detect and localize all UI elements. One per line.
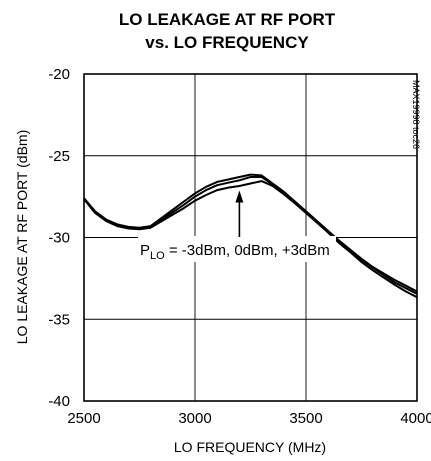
annotation-text: PLO = -3dBm, 0dBm, +3dBm [140, 242, 330, 262]
annotation-subscript: LO [150, 250, 165, 262]
plot-frame [83, 73, 418, 402]
series-line-3 [83, 180, 418, 299]
y-tick-label: -25 [48, 148, 70, 165]
y-axis-label: LO LEAKAGE AT RF PORT (dBm) [14, 130, 30, 344]
x-tick-label: 2500 [67, 410, 100, 427]
series-line-1 [83, 173, 418, 293]
y-tick-label: -20 [48, 66, 70, 83]
y-tick-label: -35 [48, 311, 70, 328]
series-lines [83, 173, 418, 299]
chart-title-line-2: vs. LO FREQUENCY [145, 33, 309, 52]
annotation-suffix: = -3dBm, 0dBm, +3dBm [165, 242, 330, 259]
chart-title-line-1: LO LEAKAGE AT RF PORT [119, 10, 336, 29]
y-tick-label: -40 [48, 393, 70, 410]
annotation-prefix: P [140, 242, 150, 259]
figure-code: MAX19998 toc26 [411, 80, 421, 149]
x-tick-label: 4000 [400, 410, 431, 427]
x-tick-label: 3000 [178, 410, 211, 427]
x-tick-label: 3500 [289, 410, 322, 427]
series-annotation: PLO = -3dBm, 0dBm, +3dBm [138, 190, 336, 262]
tick-labels: 2500 3000 3500 4000 -20 -25 -30 -35 -40 [48, 66, 431, 427]
y-tick-label: -30 [48, 230, 70, 247]
annotation-background [138, 236, 336, 262]
x-axis-label: LO FREQUENCY (MHz) [174, 439, 326, 455]
annotation-arrow-head [235, 190, 244, 203]
series-line-2 [83, 176, 418, 295]
